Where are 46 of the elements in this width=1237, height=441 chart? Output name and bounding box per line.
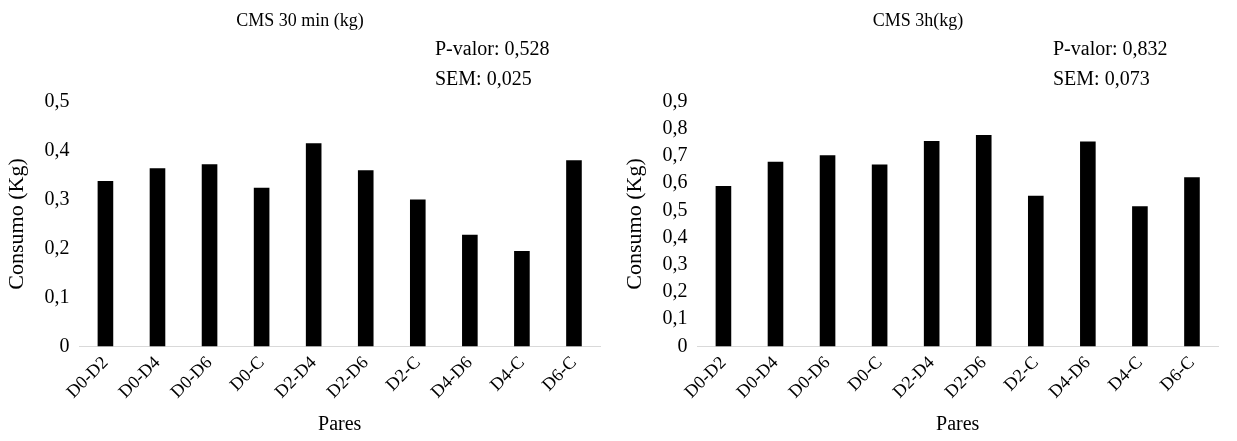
- y-tick-label: 0,4: [662, 224, 688, 247]
- y-tick-label: 0: [677, 333, 688, 356]
- y-tick-label: 0,4: [44, 137, 70, 160]
- y-tick-label: 0,3: [44, 186, 70, 209]
- bar: [767, 161, 784, 347]
- bar: [305, 143, 322, 347]
- bar: [715, 185, 732, 347]
- y-tick-label: 0,8: [662, 116, 688, 139]
- chart-title: CMS 3h(kg): [872, 9, 964, 31]
- bar: [1080, 141, 1096, 347]
- y-tick-label: 0,9: [662, 88, 688, 111]
- y-tick-label: 0,5: [662, 197, 688, 220]
- bar: [975, 135, 992, 347]
- text: P-valor: 0,528: [435, 36, 550, 59]
- bar: [923, 141, 940, 347]
- y-tick-label: 0,7: [662, 143, 688, 166]
- bar: [1027, 195, 1044, 347]
- text: SEM: 0,073: [1053, 66, 1150, 89]
- text: SEM: 0,025: [435, 66, 532, 89]
- bar: [871, 164, 888, 347]
- bar: [819, 155, 836, 347]
- bar: [1184, 177, 1200, 347]
- text: P-valor: 0,832: [1053, 36, 1168, 59]
- bar: [1132, 206, 1148, 347]
- bar: [253, 187, 270, 347]
- bar: [514, 250, 530, 347]
- y-tick-label: 0,1: [44, 284, 70, 307]
- bar: [409, 199, 426, 347]
- bar: [149, 168, 166, 347]
- bar: [566, 160, 582, 347]
- y-tick-label: 0,5: [44, 88, 70, 111]
- x-axis-title: Pares: [318, 412, 362, 435]
- bar: [201, 164, 218, 347]
- x-axis-title: Pares: [936, 412, 980, 435]
- bar: [357, 170, 374, 347]
- y-axis-title: Consumo (Kg): [2, 158, 28, 290]
- y-axis-title: Consumo (Kg): [620, 158, 646, 290]
- bar: [97, 180, 114, 347]
- y-tick-label: 0,3: [662, 252, 688, 275]
- chart-title: CMS 30 min (kg): [236, 9, 364, 31]
- y-tick-label: 0,2: [44, 235, 70, 258]
- y-tick-label: 0: [59, 333, 70, 356]
- y-tick-label: 0,1: [662, 306, 688, 329]
- y-tick-label: 0,2: [662, 279, 688, 302]
- y-tick-label: 0,6: [662, 170, 688, 193]
- bar: [462, 234, 478, 347]
